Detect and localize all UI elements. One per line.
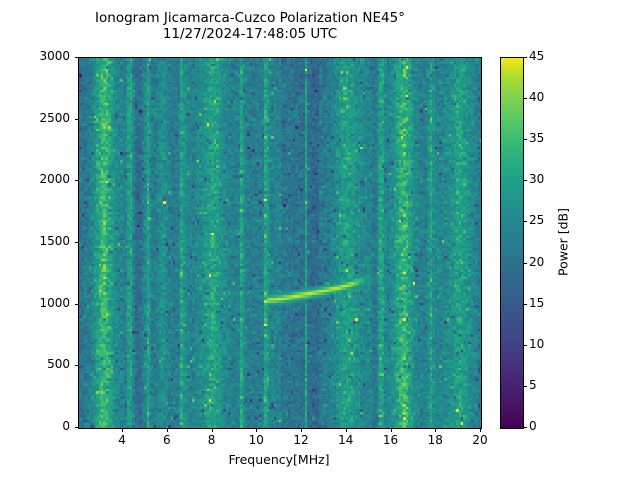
x-tick-mark (166, 428, 168, 432)
y-tick-mark (74, 180, 78, 182)
colorbar-tick-label: 20 (529, 254, 545, 269)
y-tick-label: 2500 (39, 110, 70, 125)
x-tick-label: 4 (118, 433, 126, 447)
colorbar-tick-label: 15 (529, 295, 545, 310)
y-tick-mark (74, 118, 78, 120)
colorbar-tick-mark (523, 180, 527, 182)
y-tick-label: 500 (47, 357, 70, 372)
y-tick-label: 2000 (39, 172, 70, 187)
colorbar-tick-mark (523, 262, 527, 264)
x-tick-mark (435, 428, 437, 432)
y-tick-mark (74, 242, 78, 243)
colorbar-tick-label: 10 (529, 336, 545, 351)
y-tick-label: 3000 (39, 49, 70, 63)
ionogram-heatmap-axes[interactable] (78, 57, 482, 429)
colorbar-tick-label: 45 (529, 49, 545, 63)
x-tick-label: 16 (382, 433, 399, 447)
colorbar-tick-label: 5 (529, 377, 537, 392)
colorbar-tick-mark (523, 385, 527, 387)
x-tick-label: 8 (207, 433, 216, 447)
colorbar-gradient (500, 57, 524, 429)
x-axis-label: Frequency[MHz] (228, 452, 330, 467)
x-tick-label: 6 (162, 433, 171, 447)
y-tick-mark (74, 427, 78, 428)
colorbar-label: Power [dB] (555, 207, 571, 277)
colorbar-tick-label: 0 (529, 419, 537, 433)
y-tick-label: 1000 (39, 295, 70, 310)
colorbar-tick-mark (523, 303, 527, 305)
x-tick-label: 14 (338, 433, 354, 447)
colorbar-tick-label: 30 (529, 172, 545, 187)
colorbar-tick-label: 40 (529, 90, 545, 105)
x-tick-mark (480, 428, 481, 432)
y-tick-label: 0 (62, 419, 70, 433)
y-tick-mark (74, 303, 78, 305)
x-tick-mark (211, 428, 213, 432)
colorbar-tick-mark (523, 139, 527, 141)
x-tick-label: 12 (293, 433, 309, 447)
x-tick-mark (301, 428, 303, 432)
ionogram-heatmap-image (79, 58, 481, 428)
x-tick-label: 10 (248, 433, 264, 447)
y-tick-mark (74, 365, 78, 367)
x-tick-mark (345, 428, 347, 432)
chart-title: Ionogram Jicamarca-Cuzco Polarization NE… (95, 10, 405, 42)
y-tick-mark (74, 57, 78, 58)
colorbar-tick-mark (523, 221, 527, 223)
colorbar-tick-mark (523, 57, 527, 58)
colorbar-tick-mark (523, 344, 527, 346)
colorbar-tick-mark (523, 427, 527, 428)
x-tick-mark (256, 428, 258, 432)
colorbar-tick-label: 35 (529, 131, 545, 146)
x-tick-label: 20 (472, 433, 488, 447)
x-tick-label: 18 (427, 433, 443, 447)
colorbar-tick-mark (523, 98, 527, 100)
x-tick-mark (122, 428, 124, 432)
y-tick-label: 1500 (39, 234, 70, 248)
colorbar-tick-label: 25 (529, 213, 545, 228)
x-tick-mark (390, 428, 392, 432)
